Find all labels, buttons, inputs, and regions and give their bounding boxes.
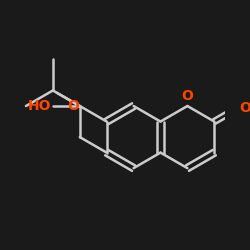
- Text: O: O: [67, 99, 79, 113]
- Text: O: O: [240, 100, 250, 114]
- Text: HO: HO: [28, 99, 52, 113]
- Text: O: O: [182, 90, 193, 104]
